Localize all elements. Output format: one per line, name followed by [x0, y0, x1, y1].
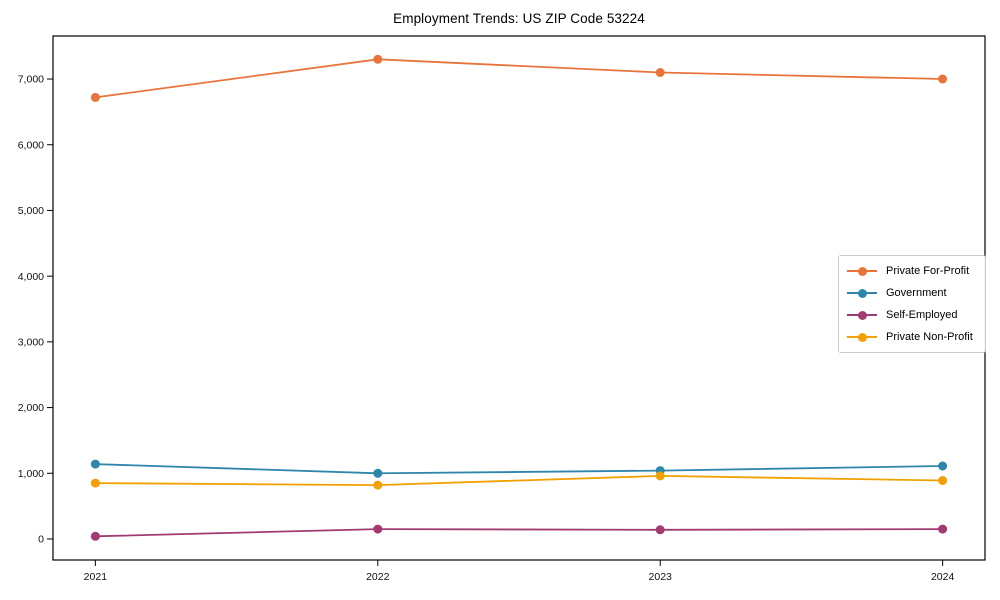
- legend-label: Private Non-Profit: [886, 331, 973, 343]
- data-point-marker: [938, 461, 948, 471]
- x-axis-tick-label: 2024: [931, 571, 955, 583]
- legend: Private For-Profit Government Self-Employe…: [838, 255, 986, 353]
- y-axis-tick-label: 5,000: [18, 205, 44, 217]
- legend-item: Private For-Profit: [847, 260, 977, 282]
- series-line: [95, 463, 943, 475]
- series-line: [95, 474, 943, 487]
- series-line: [95, 528, 943, 538]
- y-axis-tick-label: 4,000: [18, 271, 44, 283]
- legend-item: Government: [847, 282, 977, 304]
- data-point-marker: [938, 74, 948, 84]
- chart-title: Employment Trends: US ZIP Code 53224: [393, 11, 645, 26]
- legend-line-marker-icon: [847, 288, 877, 298]
- legend-line-marker-icon: [847, 266, 877, 276]
- x-axis-tick-label: 2023: [649, 571, 673, 583]
- y-axis-tick-label: 3,000: [18, 336, 44, 348]
- y-axis-tick-label: 2,000: [18, 402, 44, 414]
- legend-dot: [857, 332, 867, 342]
- legend-dot: [857, 288, 867, 298]
- data-point-marker: [655, 471, 665, 481]
- legend-label: Private For-Profit: [886, 265, 970, 277]
- series-line: [95, 58, 943, 99]
- legend-label: Government: [886, 287, 947, 299]
- data-point-marker: [90, 531, 100, 541]
- legend-item: Self-Employed: [847, 304, 977, 326]
- legend-item: Private Non-Profit: [847, 326, 977, 348]
- legend-dot: [857, 310, 867, 320]
- data-point-marker: [938, 524, 948, 534]
- legend-line-marker-icon: [847, 332, 877, 342]
- data-point-marker: [90, 92, 100, 102]
- legend-dot: [857, 266, 867, 276]
- legend-line-marker-icon: [847, 310, 877, 320]
- data-point-marker: [938, 476, 948, 485]
- data-point-marker: [373, 524, 383, 534]
- x-axis-tick-label: 2022: [366, 571, 390, 583]
- y-axis-tick-label: 6,000: [18, 139, 44, 151]
- data-point-marker: [90, 459, 100, 469]
- data-point-marker: [373, 54, 383, 64]
- data-point-marker: [373, 468, 383, 478]
- data-point-marker: [373, 480, 383, 490]
- data-point-marker: [655, 68, 665, 77]
- legend-label: Self-Employed: [886, 309, 958, 321]
- y-axis-tick-label: 1,000: [18, 468, 44, 480]
- y-axis-tick-label: 7,000: [18, 74, 44, 86]
- data-point-marker: [655, 525, 665, 535]
- data-point-marker: [90, 478, 100, 488]
- y-axis-tick-label: 0: [38, 534, 44, 546]
- x-axis-tick-label: 2021: [84, 571, 108, 583]
